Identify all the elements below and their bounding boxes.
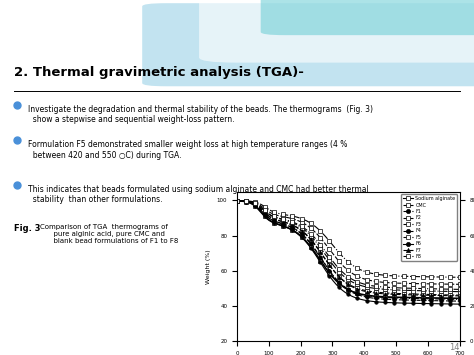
FancyBboxPatch shape [142,3,474,86]
FancyBboxPatch shape [261,0,474,35]
Text: Formulation F5 demonstrated smaller weight loss at high temperature ranges (4 %
: Formulation F5 demonstrated smaller weig… [28,140,348,160]
Text: Comparison of TGA  thermograms of
      pure alginic acid, pure CMC and
      bl: Comparison of TGA thermograms of pure al… [40,224,179,244]
Y-axis label: Weight (%): Weight (%) [206,249,211,284]
Text: 14: 14 [449,343,460,352]
Text: Investigate the degradation and thermal stability of the beads. The thermograms : Investigate the degradation and thermal … [28,104,374,124]
Text: 2. Thermal gravimetric analysis (TGA)-: 2. Thermal gravimetric analysis (TGA)- [14,66,304,79]
Text: This indicates that beads formulated using sodium alginate and CMC had better th: This indicates that beads formulated usi… [28,185,369,204]
FancyBboxPatch shape [199,0,474,62]
Legend: Sodium alginate, CMC, F1, F2, F3, F4, F5, F6, F7, F8: Sodium alginate, CMC, F1, F2, F3, F4, F5… [401,194,457,261]
Text: Fig. 3: Fig. 3 [14,224,41,233]
